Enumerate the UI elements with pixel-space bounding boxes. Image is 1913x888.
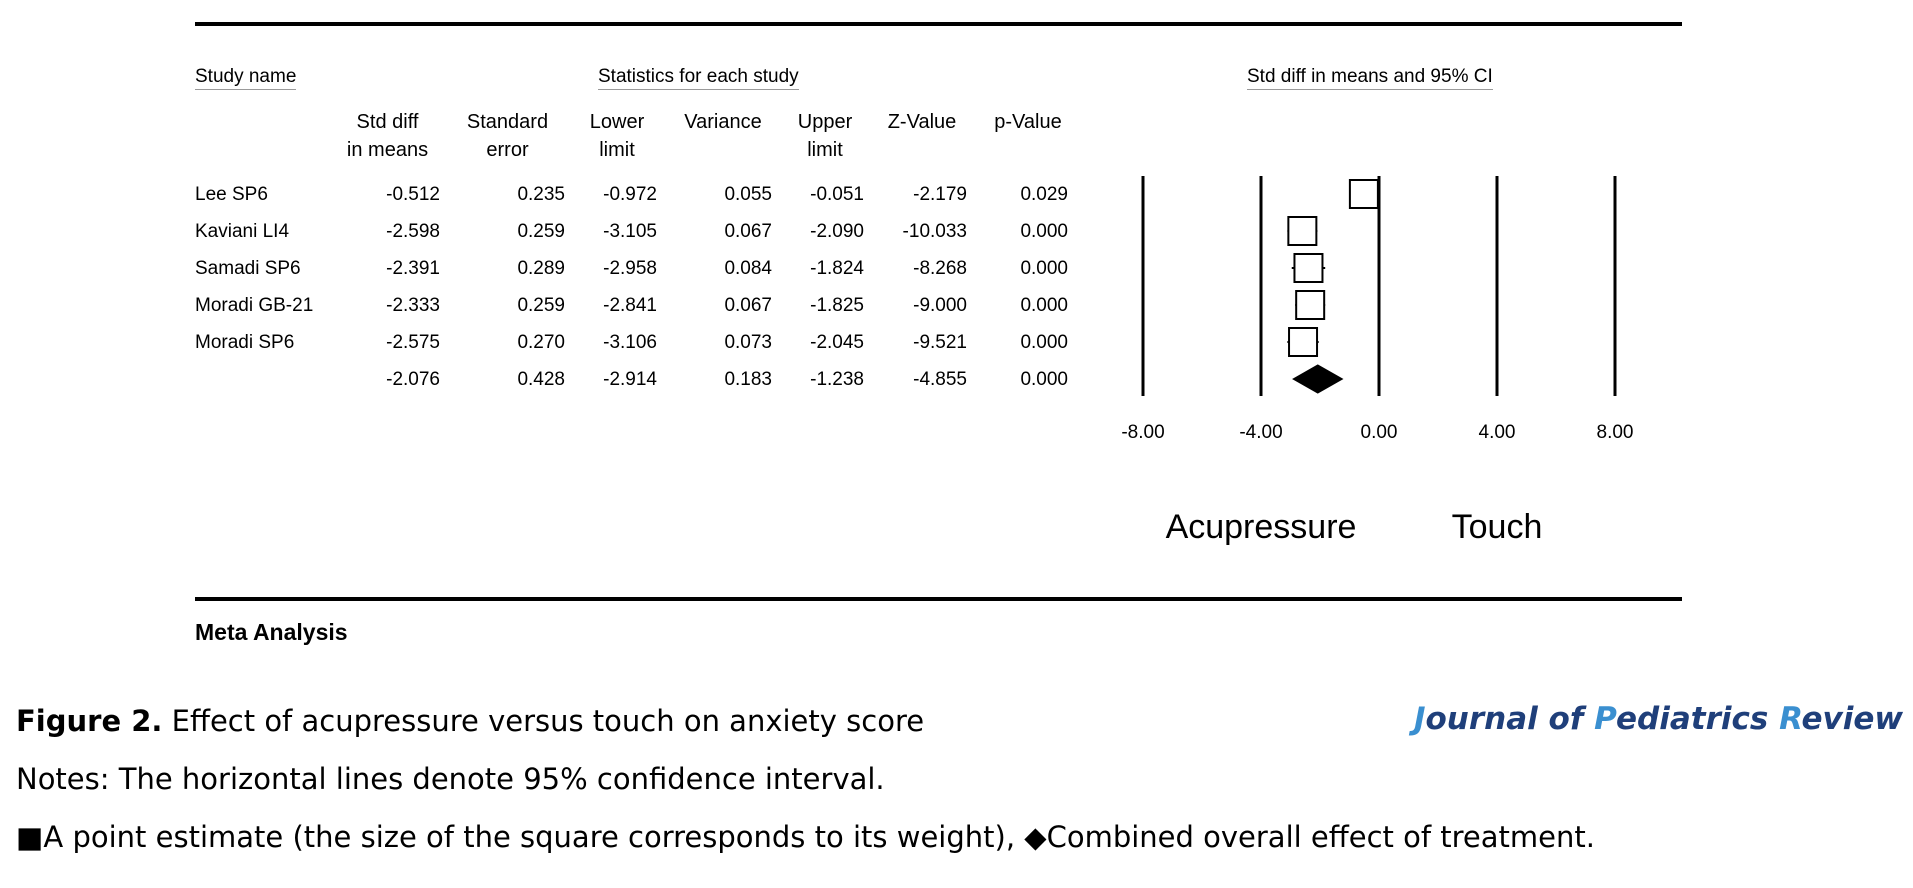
square-legend-icon: ■ xyxy=(16,820,43,854)
tick-label: 8.00 xyxy=(1597,422,1634,443)
figure-title: Effect of acupressure versus touch on an… xyxy=(162,704,924,738)
journal-letter-r: R xyxy=(1779,701,1801,737)
journal-text-1: ournal of xyxy=(1425,701,1594,737)
forest-plot: -8.00 -4.00 0.00 4.00 8.00 Acupressure Touch xyxy=(0,0,1913,888)
tick-label: -4.00 xyxy=(1239,422,1282,443)
left-favours-label: Acupressure xyxy=(1166,508,1357,546)
figure-legend: ■A point estimate (the size of the squar… xyxy=(16,820,1595,854)
journal-letter-p: P xyxy=(1594,701,1616,737)
meta-analysis-label: Meta Analysis xyxy=(195,619,348,646)
point-estimate-square xyxy=(1294,254,1322,282)
journal-text-3: eview xyxy=(1801,701,1903,737)
diamond-legend-text: Combined overall effect of treatment. xyxy=(1047,820,1595,854)
right-favours-label: Touch xyxy=(1452,508,1543,546)
bottom-rule xyxy=(195,597,1682,601)
summary-diamond xyxy=(1293,365,1342,393)
point-estimate-square xyxy=(1288,217,1316,245)
diamond-legend-icon: ◆ xyxy=(1024,820,1046,854)
point-estimate-square xyxy=(1289,328,1317,356)
point-estimate-square xyxy=(1350,180,1378,208)
tick-label: -8.00 xyxy=(1121,422,1164,443)
journal-letter-j: J xyxy=(1414,701,1426,737)
journal-text-2: ediatrics xyxy=(1616,701,1779,737)
square-legend-text: A point estimate (the size of the square… xyxy=(43,820,1024,854)
tick-label: 4.00 xyxy=(1479,422,1516,443)
point-estimate-square xyxy=(1296,291,1324,319)
figure-notes: Notes: The horizontal lines denote 95% c… xyxy=(16,762,885,796)
tick-label: 0.00 xyxy=(1361,422,1398,443)
figure-caption: Figure 2. Effect of acupressure versus t… xyxy=(16,704,924,738)
figure-label: Figure 2. xyxy=(16,704,162,738)
journal-logo: Journal of Pediatrics Review xyxy=(1414,701,1903,737)
